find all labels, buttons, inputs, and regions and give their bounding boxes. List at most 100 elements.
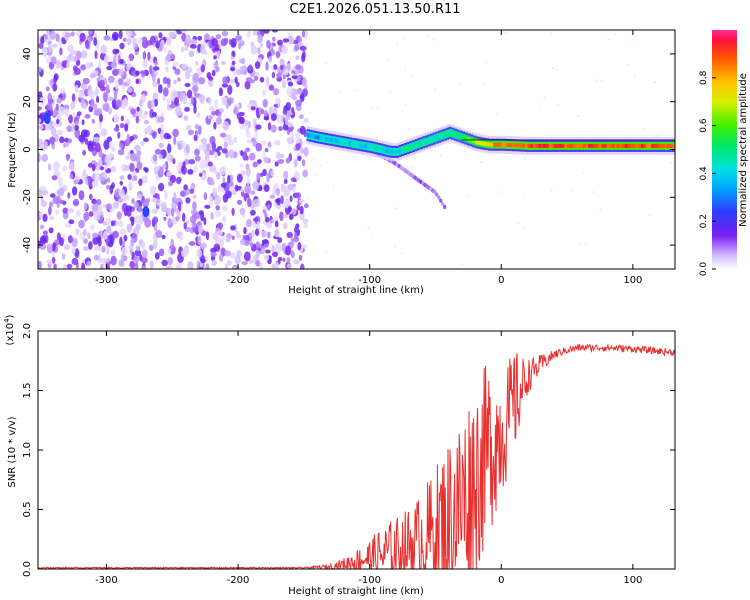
noise-cell — [166, 152, 171, 162]
noise-cell — [245, 119, 249, 127]
noise-cell — [89, 73, 97, 79]
noise-cell — [271, 71, 276, 79]
track-core — [577, 143, 581, 148]
noise-cell — [138, 215, 144, 225]
noise-cell — [130, 108, 136, 115]
track-core — [653, 143, 658, 148]
noise-cell — [166, 78, 171, 85]
noise-cell — [222, 177, 226, 185]
colorbar-tick-label: 0.8 — [699, 70, 709, 85]
noise-cell — [217, 222, 224, 230]
track-core — [661, 143, 665, 148]
noise-cell — [49, 136, 56, 144]
noise-cell — [221, 148, 228, 154]
noise-cell — [273, 88, 280, 96]
noise-cell — [224, 263, 229, 269]
noise-cell — [194, 123, 199, 130]
x-tick-label: -300 — [95, 575, 118, 586]
noise-cell — [152, 239, 158, 250]
noise-cell — [184, 44, 189, 52]
noise-cell — [196, 112, 201, 118]
noise-cell — [250, 45, 258, 55]
noise-cell — [166, 36, 172, 46]
noise-cell — [203, 217, 207, 226]
x-tick-label: 0 — [498, 275, 504, 286]
noise-cell — [299, 45, 307, 51]
noise-cell — [261, 230, 268, 238]
noise-cell — [239, 163, 244, 168]
noise-cell — [262, 99, 268, 108]
noise-cell — [218, 240, 225, 248]
noise-cell — [124, 164, 130, 171]
spectrogram-track — [306, 123, 675, 161]
track-core — [327, 137, 331, 142]
track-core — [603, 143, 608, 148]
noise-cell — [245, 219, 252, 228]
track-core — [540, 143, 544, 148]
track-core — [582, 143, 587, 148]
track-core — [593, 143, 597, 148]
noise-cell — [134, 144, 141, 152]
quiet-speck — [460, 263, 463, 266]
noise-cell — [99, 113, 103, 123]
noise-cell — [91, 203, 99, 213]
noise-cell — [177, 77, 181, 82]
noise-cell — [136, 106, 140, 112]
noise-cell — [249, 152, 256, 161]
noise-cell — [248, 259, 253, 265]
noise-cell — [127, 57, 131, 67]
noise-cell — [239, 207, 246, 215]
noise-cell — [91, 198, 97, 204]
noise-cell — [206, 143, 211, 152]
noise-cell — [126, 133, 130, 143]
noise-cell — [132, 38, 136, 49]
quiet-speck — [517, 222, 519, 225]
noise-cell — [103, 171, 108, 179]
noise-cell — [73, 179, 79, 185]
noise-cell — [295, 55, 300, 60]
noise-cell — [227, 98, 232, 107]
noise-cell — [136, 161, 143, 171]
track-core — [477, 140, 481, 145]
noise-cell — [154, 252, 160, 260]
noise-cell — [66, 125, 73, 132]
noise-cell — [82, 169, 87, 177]
track-core — [488, 142, 492, 147]
noise-cell — [295, 64, 302, 70]
noise-cell — [114, 80, 119, 90]
noise-cell — [158, 84, 163, 94]
noise-cell — [91, 232, 99, 238]
noise-cell — [53, 263, 57, 269]
noise-cell — [68, 219, 75, 225]
noise-cell — [140, 113, 147, 120]
track-core — [438, 134, 442, 139]
noise-cell — [103, 230, 108, 240]
noise-cell — [47, 163, 52, 171]
noise-cell — [71, 186, 78, 196]
noise-cell — [289, 195, 293, 202]
noise-cell — [91, 180, 99, 188]
noise-cell — [190, 96, 195, 105]
noise-cell — [246, 167, 251, 177]
noise-cell — [205, 263, 210, 269]
noise-cell — [259, 43, 264, 48]
noise-cell — [39, 243, 47, 250]
noise-cell — [110, 61, 118, 69]
noise-cell — [278, 126, 283, 132]
track-core — [667, 143, 671, 148]
noise-cell — [118, 30, 123, 40]
noise-cell — [43, 34, 48, 40]
quiet-speck — [596, 79, 598, 81]
noise-cell — [303, 118, 309, 123]
x-tick-label: -200 — [227, 575, 250, 586]
noise-cell — [279, 58, 285, 66]
noise-cell — [263, 116, 270, 121]
noise-cell — [136, 150, 142, 157]
noise-cell — [172, 128, 179, 138]
noise-cell — [41, 189, 49, 196]
noise-cell — [300, 147, 304, 154]
noise-cell — [230, 55, 234, 60]
noise-cell — [71, 246, 76, 255]
noise-cell — [54, 195, 62, 204]
noise-cell — [227, 174, 231, 184]
